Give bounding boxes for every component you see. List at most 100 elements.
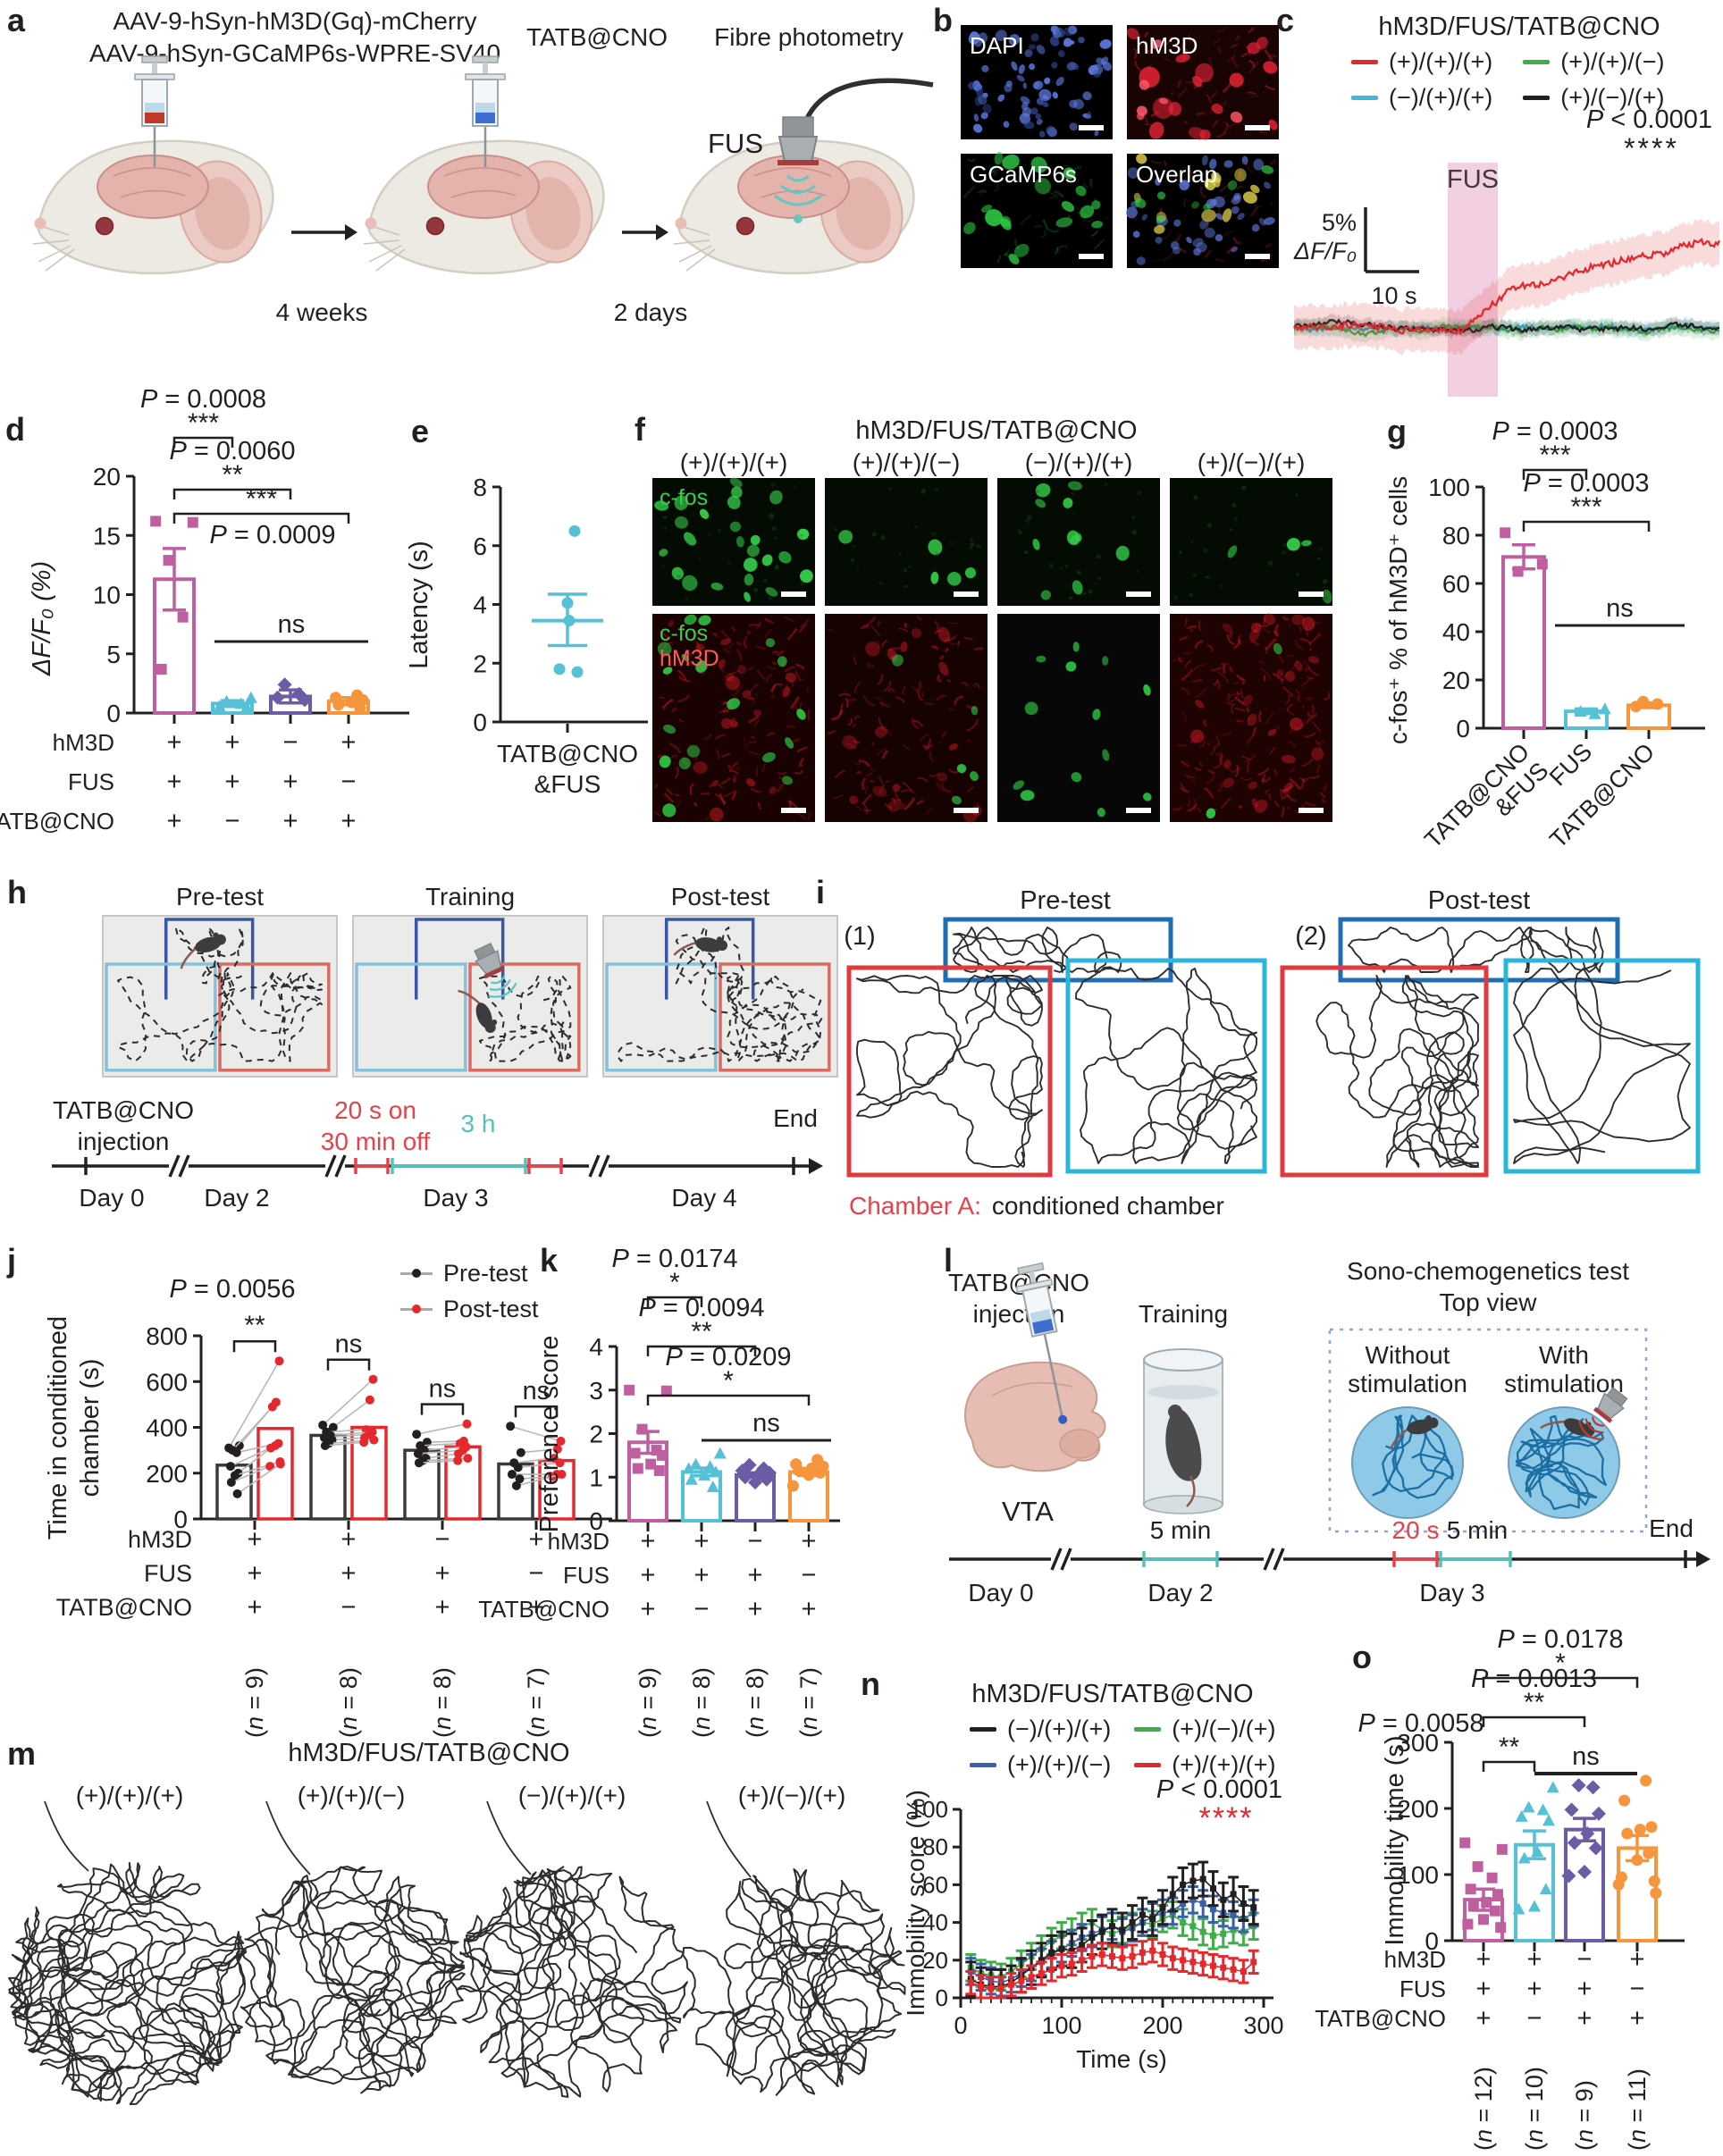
panel-m-tracks [8, 1800, 906, 2105]
svg-text:Post-test: Post-test [1428, 886, 1530, 915]
svg-text:FUS: FUS [1399, 1976, 1446, 2002]
panel-m-title: hM3D/FUS/TATB@CNO [288, 1739, 570, 1767]
svg-text:200: 200 [1142, 2012, 1182, 2039]
svg-text:−: − [225, 807, 240, 835]
svg-text:***: *** [246, 484, 277, 514]
svg-text:ns: ns [335, 1330, 363, 1359]
svg-text:P = 0.0178: P = 0.0178 [1497, 1625, 1623, 1654]
micrograph [1170, 614, 1332, 822]
svg-text:200: 200 [1397, 1795, 1439, 1823]
svg-text:+: + [225, 728, 240, 757]
legend-swatch [1351, 96, 1378, 100]
svg-text:P = 0.0056: P = 0.0056 [169, 1275, 295, 1304]
svg-text:+: + [694, 1527, 710, 1556]
svg-text:+: + [694, 1561, 710, 1590]
svg-text:−: − [1577, 1945, 1593, 1974]
svg-text:−: − [748, 1527, 763, 1556]
track-trace [478, 975, 572, 1062]
panel-j-chart: 0 200 400 600 800 Time in conditioned chamber … [44, 1275, 612, 1738]
svg-text:*: * [669, 1268, 680, 1297]
panel-f-condition-4: (+)/(−)/(+) [1197, 449, 1306, 476]
svg-text:2: 2 [473, 650, 487, 677]
svg-text:**: ** [244, 1311, 265, 1340]
chamber-outline [1065, 958, 1267, 1174]
svg-text:40: 40 [1442, 618, 1470, 646]
svg-text:100: 100 [1041, 2012, 1081, 2039]
svg-text:(n = 9): (n = 9) [635, 1667, 661, 1738]
svg-text:+: + [802, 1527, 817, 1556]
legend-item: (+)/(+)/(−) [1523, 48, 1665, 76]
svg-text:10 s: 10 s [1371, 282, 1416, 309]
svg-text:800: 800 [146, 1322, 188, 1350]
cell-blobs [842, 626, 982, 823]
svg-text:−: − [1630, 1975, 1645, 2003]
micrograph [652, 614, 815, 822]
svg-text:−: − [341, 768, 357, 796]
svg-text:FUS: FUS [68, 768, 114, 795]
svg-text:FUS: FUS [708, 128, 763, 159]
legend-label: (−)/(+)/(+) [1007, 1716, 1112, 1742]
bar [1501, 555, 1546, 730]
panel-b-images: DAPI hM3D GCaMP6s Overlap [961, 25, 1279, 268]
svg-text:+: + [1577, 2004, 1593, 2033]
panel-label-i: i [816, 874, 826, 910]
svg-text:0: 0 [954, 2012, 967, 2039]
track-trace [456, 1866, 688, 2098]
cell-blobs [1206, 642, 1282, 819]
svg-text:ΔF/F₀ (%): ΔF/F₀ (%) [28, 561, 56, 676]
svg-text:(n = 8): (n = 8) [429, 1667, 456, 1738]
svg-text:Day 2: Day 2 [1147, 1579, 1213, 1607]
svg-text:60: 60 [1442, 570, 1470, 598]
svg-text:ΔF/F₀: ΔF/F₀ [1293, 238, 1357, 264]
scale-bar [1245, 125, 1270, 130]
svg-text:0: 0 [1425, 1927, 1439, 1955]
chamber-outline [1280, 965, 1489, 1178]
svg-text:+: + [248, 1593, 263, 1622]
svg-text:Pre-test: Pre-test [1020, 886, 1111, 915]
svg-text:+: + [748, 1595, 763, 1623]
svg-text:End: End [1649, 1514, 1694, 1542]
panel-label-f: f [635, 411, 645, 448]
svg-text:+: + [248, 1559, 263, 1588]
legend-swatch [1134, 1763, 1162, 1767]
svg-text:1: 1 [589, 1464, 603, 1491]
chamber-caption-text: conditioned chamber [991, 1192, 1224, 1220]
fus-window [1448, 163, 1498, 397]
track-trace [953, 927, 1122, 973]
svg-text:P = 0.0003: P = 0.0003 [1523, 469, 1649, 498]
track-trace [1348, 927, 1610, 973]
svg-text:**: ** [1524, 1688, 1545, 1717]
data-point [571, 666, 584, 678]
svg-text:20: 20 [922, 1947, 948, 1974]
panel-m-condition-2: (+)/(+)/(−) [297, 1782, 406, 1809]
svg-text:With: With [1539, 1341, 1589, 1369]
svg-text:VTA: VTA [1002, 1496, 1054, 1527]
cell-blobs [892, 654, 979, 805]
cell-blobs [1134, 165, 1273, 223]
svg-text:c-fos: c-fos [660, 621, 708, 646]
cell-blobs [1032, 481, 1130, 600]
svg-text:−: − [283, 728, 298, 757]
svg-text:P < 0.0001: P < 0.0001 [1156, 1775, 1282, 1804]
cell-blobs [1126, 28, 1278, 140]
panel-label-l: l [944, 1242, 954, 1279]
svg-text:−: − [529, 1559, 544, 1588]
svg-text:+: + [529, 1525, 544, 1554]
svg-text:300: 300 [1397, 1729, 1439, 1757]
cell-blobs [968, 25, 1112, 138]
legend-label: (+)/(−)/(+) [1172, 1716, 1276, 1742]
svg-text:300: 300 [1243, 2012, 1283, 2039]
svg-text:**: ** [691, 1317, 712, 1346]
cell-blobs [1172, 485, 1328, 601]
legend-swatch [1351, 60, 1378, 64]
svg-text:+: + [641, 1561, 656, 1590]
track-trace [618, 972, 823, 1062]
svg-text:&FUS: &FUS [534, 770, 601, 798]
svg-text:Sono-chemogenetics test: Sono-chemogenetics test [1347, 1257, 1629, 1285]
svg-text:−: − [435, 1525, 450, 1554]
legend-swatch [1523, 60, 1551, 64]
track-trace [1515, 1414, 1607, 1511]
